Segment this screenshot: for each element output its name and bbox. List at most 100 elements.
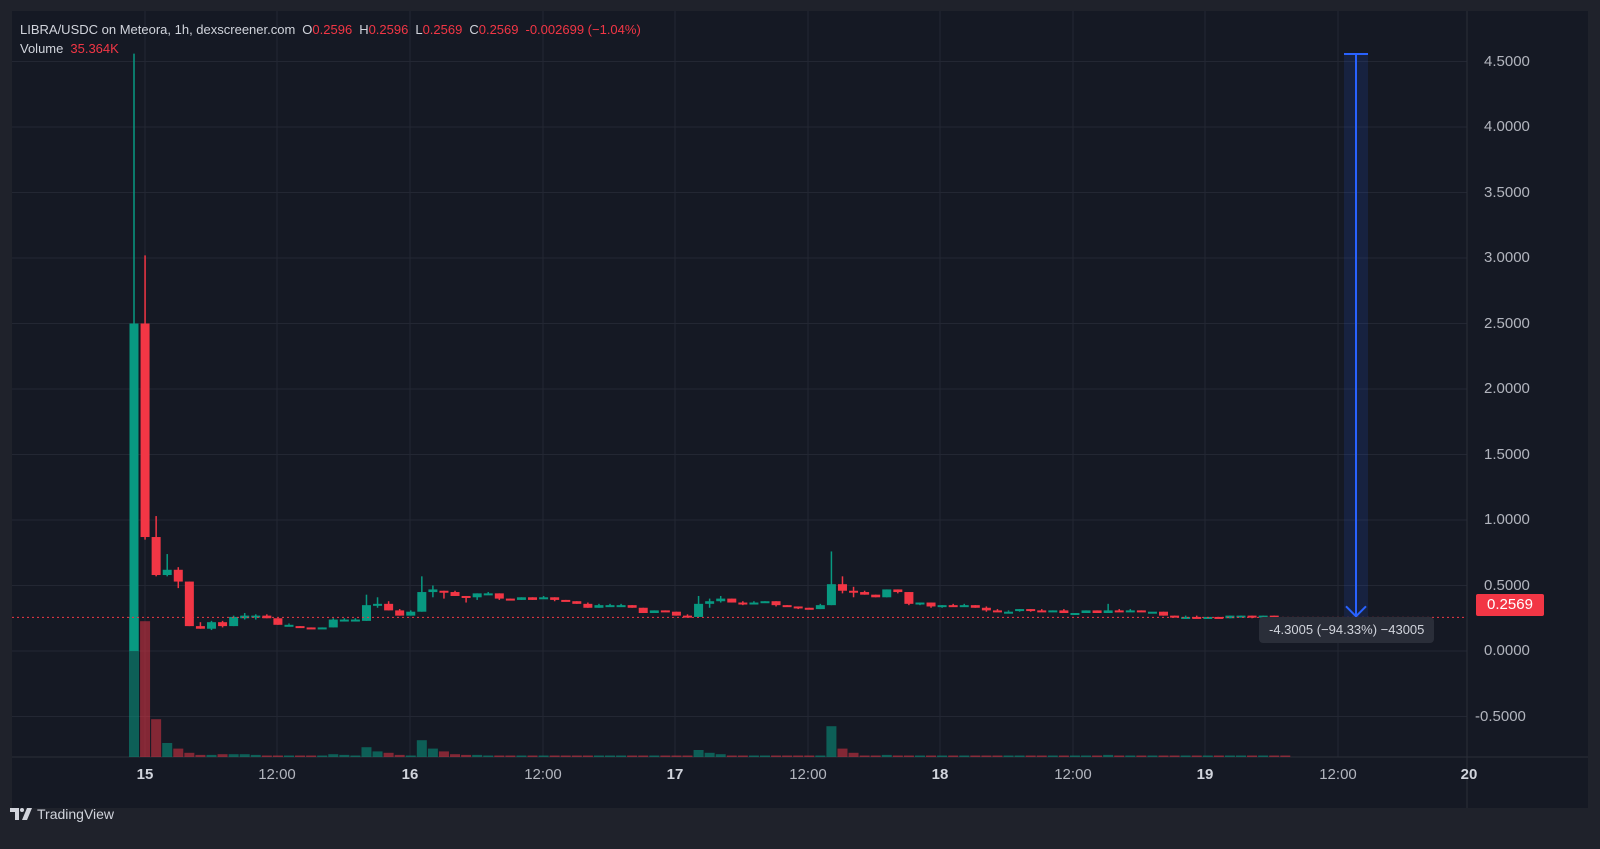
time-tick-label: 19 bbox=[1196, 766, 1214, 783]
candle bbox=[483, 592, 493, 596]
candle bbox=[1258, 615, 1268, 618]
candle bbox=[306, 627, 316, 630]
candle bbox=[406, 610, 416, 616]
volume-bar bbox=[582, 755, 593, 757]
volume-bar bbox=[914, 755, 925, 757]
candle bbox=[970, 605, 980, 608]
volume-bar bbox=[1169, 755, 1180, 757]
volume-bar bbox=[992, 755, 1003, 757]
volume-bar bbox=[129, 617, 139, 757]
volume-bar bbox=[306, 755, 317, 757]
candle bbox=[926, 602, 936, 608]
price-tick-label: 3.0000 bbox=[1484, 249, 1530, 266]
candle bbox=[1136, 610, 1146, 613]
low-value: 0.2569 bbox=[422, 22, 463, 37]
high-value: 0.2596 bbox=[368, 22, 409, 37]
candle bbox=[605, 603, 615, 608]
volume-bar bbox=[1114, 755, 1125, 757]
volume-bar bbox=[748, 755, 759, 757]
candle bbox=[981, 606, 991, 612]
volume-bar bbox=[394, 754, 405, 757]
candle bbox=[240, 613, 250, 620]
candle bbox=[1159, 611, 1169, 616]
price-range-measure[interactable] bbox=[1344, 52, 1368, 618]
volume-bar bbox=[361, 747, 372, 757]
volume-bar bbox=[704, 752, 715, 757]
volume-label: Volume bbox=[20, 41, 64, 56]
tradingview-branding[interactable]: TradingView bbox=[10, 804, 114, 824]
volume-bar bbox=[638, 755, 649, 757]
candle bbox=[184, 581, 194, 627]
price-tick-label: 2.0000 bbox=[1484, 380, 1530, 397]
volume-bar bbox=[892, 755, 903, 757]
candle bbox=[815, 603, 825, 610]
time-tick-label: 20 bbox=[1460, 766, 1478, 783]
volume-bar bbox=[1258, 755, 1269, 757]
volume-bar bbox=[1025, 755, 1036, 757]
candle bbox=[295, 626, 305, 629]
volume-bar bbox=[184, 752, 195, 757]
volume-bar bbox=[1092, 755, 1103, 757]
volume-bar bbox=[793, 755, 804, 757]
volume-bar bbox=[903, 755, 914, 757]
volume-bar bbox=[1069, 755, 1080, 757]
volume-bar bbox=[438, 751, 449, 757]
candle bbox=[384, 601, 394, 611]
volume-bar bbox=[472, 754, 483, 757]
candle bbox=[1114, 609, 1124, 613]
volume-bar bbox=[926, 755, 937, 757]
chart-panel[interactable]: LIBRA/USDC on Meteora, 1h, dexscreener.c… bbox=[12, 11, 1588, 808]
time-tick-label: 15 bbox=[136, 766, 154, 783]
candle bbox=[317, 627, 327, 630]
candle bbox=[539, 595, 549, 600]
candle bbox=[339, 618, 349, 622]
candle bbox=[361, 594, 371, 621]
candlestick-chart[interactable] bbox=[12, 11, 1588, 808]
volume-bar bbox=[538, 755, 549, 757]
volume-bar bbox=[616, 755, 627, 757]
candle bbox=[738, 601, 748, 606]
volume-bar bbox=[771, 755, 782, 757]
candle bbox=[461, 595, 471, 603]
candle bbox=[129, 53, 139, 651]
open-label: O bbox=[302, 22, 313, 37]
volume-bar bbox=[461, 754, 472, 757]
time-tick-label: 16 bbox=[401, 766, 419, 783]
candle bbox=[594, 603, 604, 608]
volume-bar bbox=[140, 621, 151, 757]
volume-value: 35.364K bbox=[70, 41, 119, 56]
open-value: 0.2596 bbox=[312, 22, 353, 37]
candle bbox=[837, 576, 847, 594]
tradingview-logo-icon bbox=[10, 808, 32, 820]
candle bbox=[572, 601, 582, 604]
close-value: 0.2569 bbox=[478, 22, 519, 37]
volume-bar bbox=[405, 755, 416, 757]
candle bbox=[516, 597, 526, 600]
volume-bar bbox=[682, 755, 693, 757]
volume-bar bbox=[1125, 755, 1136, 757]
volume-bar bbox=[870, 755, 881, 757]
candle bbox=[284, 623, 294, 627]
volume-bar bbox=[981, 755, 992, 757]
volume-bar bbox=[239, 754, 250, 757]
volume-bar bbox=[250, 754, 261, 757]
price-tick-label: 1.0000 bbox=[1484, 511, 1530, 528]
candle bbox=[1125, 609, 1135, 613]
volume-bar bbox=[1081, 755, 1092, 757]
volume-bar bbox=[350, 755, 361, 757]
volume-bar bbox=[516, 755, 527, 757]
candle bbox=[1236, 615, 1246, 618]
volume-bar bbox=[782, 755, 793, 757]
volume-bar bbox=[593, 755, 604, 757]
candle bbox=[162, 554, 172, 577]
candle bbox=[1048, 610, 1058, 613]
candle bbox=[350, 618, 360, 622]
volume-bar bbox=[837, 748, 848, 757]
volume-bar bbox=[1036, 755, 1047, 757]
volume-bar bbox=[660, 755, 671, 757]
volume-bar bbox=[859, 755, 870, 757]
volume-bar bbox=[649, 755, 660, 757]
candle bbox=[804, 607, 814, 610]
candle bbox=[262, 614, 272, 619]
price-tick-label: 2.5000 bbox=[1484, 314, 1530, 332]
